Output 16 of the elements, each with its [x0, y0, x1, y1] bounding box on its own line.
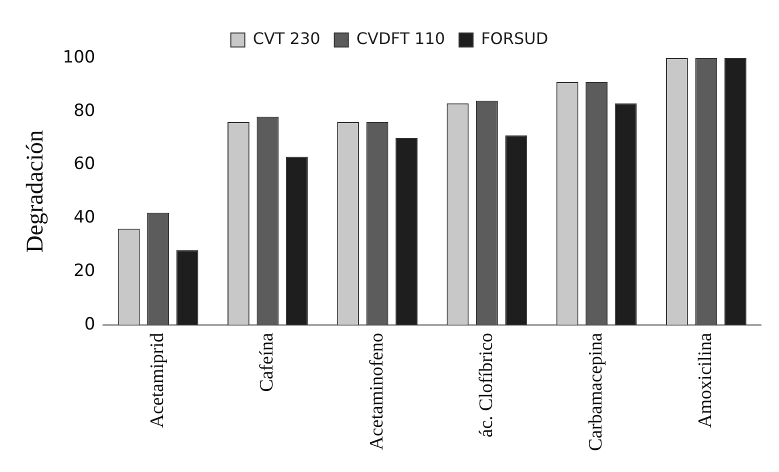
y-axis-title: Degradación: [22, 130, 49, 253]
y-tick-label: 60: [74, 154, 96, 174]
y-tick-label: 20: [74, 260, 96, 281]
y-tick-label: 80: [74, 100, 96, 121]
x-tick-label: Cafeína: [256, 332, 278, 392]
x-tick-label: Acetamiprid: [147, 332, 168, 428]
legend-label: FORSUD: [481, 29, 548, 48]
legend-label: CVDFT 110: [356, 29, 446, 48]
y-tick-label: 0: [84, 314, 96, 334]
x-tick-label: Acetaminofeno: [366, 332, 388, 450]
x-tick-label: Carbamacepina: [586, 332, 607, 451]
x-tick-label: ác. Clofíbrico: [476, 332, 497, 438]
legend-label: CVT 230: [252, 29, 320, 48]
x-tick-label: Amoxicilina: [695, 332, 716, 428]
y-tick-label: 40: [74, 208, 96, 228]
y-tick-label: 100: [62, 47, 96, 68]
